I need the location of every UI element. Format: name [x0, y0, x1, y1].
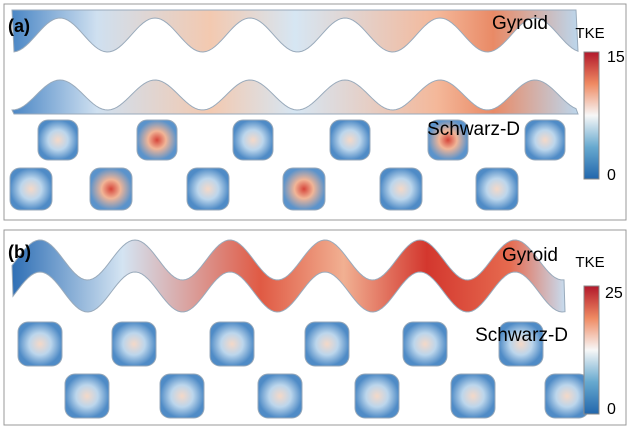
colorbar-tick: 15: [607, 49, 625, 66]
schwarz-cell: [355, 374, 399, 418]
gyroid-flow: [12, 240, 565, 312]
colorbar-tick: 0: [607, 401, 616, 418]
schwarz-cell: [403, 322, 447, 366]
colorbar: [584, 52, 599, 179]
schwarz-cell: [476, 168, 518, 210]
schwarz-cell: [112, 322, 156, 366]
schwarz-cell: [18, 322, 62, 366]
structure-label: Schwarz-D: [427, 119, 520, 140]
schwarz-cell: [90, 168, 132, 210]
schwarz-cell: [10, 168, 52, 210]
panel-label: (a): [8, 16, 30, 36]
schwarz-cell: [160, 374, 204, 418]
figure: (a) Gyroid Schwarz-D TKE 15 0 (b) Gyroid…: [0, 0, 631, 428]
schwarz-cell: [210, 322, 254, 366]
schwarz-cell: [283, 168, 325, 210]
schwarz-cell: [380, 168, 422, 210]
structure-label: Schwarz-D: [475, 325, 568, 346]
schwarz-cell: [38, 120, 78, 160]
colorbar-tick: 25: [605, 285, 623, 302]
schwarz-cell: [545, 374, 589, 418]
schwarz-cell: [233, 120, 273, 160]
colorbar-title: TKE: [575, 25, 604, 42]
schwarz-cell: [305, 322, 349, 366]
schwarz-cell: [187, 168, 229, 210]
colorbar-title: TKE: [575, 254, 604, 271]
flow-fields: [10, 10, 589, 418]
gyroid-flow: [12, 80, 578, 114]
schwarz-cell: [258, 374, 302, 418]
schwarz-cell: [137, 120, 177, 160]
schwarz-cell: [451, 374, 495, 418]
panel-label: (b): [8, 242, 31, 262]
schwarz-cell: [525, 120, 565, 160]
schwarz-cell: [330, 120, 370, 160]
schwarz-cell: [65, 374, 109, 418]
structure-label: Gyroid: [502, 245, 558, 266]
structure-label: Gyroid: [492, 13, 548, 34]
colorbar-tick: 0: [607, 167, 616, 184]
colorbar: [584, 286, 599, 414]
